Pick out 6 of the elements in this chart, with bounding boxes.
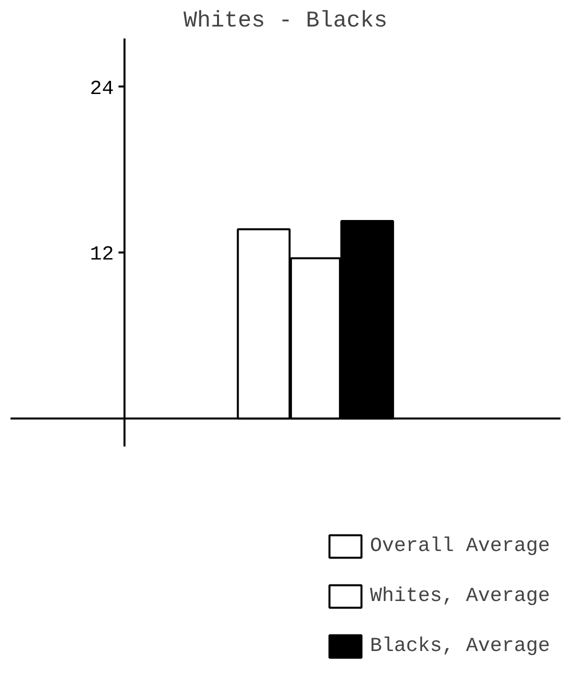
legend-label: Overall Average [370, 534, 550, 558]
legend-label: Blacks, Average [370, 634, 550, 658]
legend-label: Whites, Average [370, 584, 550, 608]
y-tick-label: 12 [90, 244, 114, 267]
chart-title: Whites - Blacks [184, 8, 388, 34]
y-tick-label: 24 [90, 78, 114, 101]
